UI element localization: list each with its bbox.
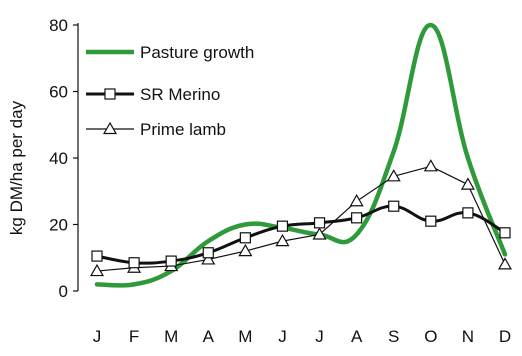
series-layer (89, 22, 513, 288)
data-point (276, 220, 289, 232)
legend-item: Prime lamb (86, 120, 226, 139)
data-point (239, 232, 251, 244)
x-tick-label: M (164, 327, 178, 346)
data-point (275, 233, 290, 247)
data-point (349, 194, 364, 207)
y-tick-label: 40 (49, 149, 68, 168)
data-point (462, 207, 474, 219)
series-0 (94, 22, 508, 288)
x-tick-label: M (238, 327, 252, 346)
data-point (312, 227, 327, 240)
x-tick-label: J (93, 327, 102, 346)
data-point (128, 257, 140, 269)
data-point (425, 215, 437, 227)
legend-label: SR Merino (140, 85, 220, 104)
data-point (202, 247, 214, 259)
x-tick-label: J (278, 327, 287, 346)
data-point (499, 227, 511, 239)
x-tick-label: D (499, 327, 511, 346)
legend-marker (102, 121, 118, 135)
y-tick-label: 80 (49, 16, 68, 35)
data-point (497, 257, 513, 270)
series-1 (91, 200, 511, 269)
data-point (423, 159, 438, 172)
x-tick-label: J (315, 327, 324, 346)
data-point (165, 255, 177, 267)
data-point (89, 263, 105, 277)
data-point (351, 212, 363, 224)
legend-item: Pasture growth (86, 43, 254, 62)
legend-label: Pasture growth (140, 43, 254, 62)
y-tick-label: 20 (49, 216, 68, 235)
series-line (94, 22, 508, 288)
legend-label: Prime lamb (140, 120, 226, 139)
data-point (388, 200, 400, 212)
data-point (460, 177, 475, 190)
x-tick-label: A (203, 327, 215, 346)
legend-item: SR Merino (86, 85, 220, 104)
data-point (201, 252, 216, 265)
data-point (313, 217, 326, 229)
x-tick-label: S (388, 327, 399, 346)
legend: Pasture growth SR Merino Prime lamb (86, 43, 254, 139)
legend-marker (104, 88, 116, 100)
data-point (238, 243, 253, 257)
x-tick-label: F (129, 327, 139, 346)
y-tick-label: 0 (59, 282, 68, 301)
x-tick-label: O (424, 327, 437, 346)
series-line (95, 204, 507, 265)
data-point (91, 250, 103, 262)
data-point (386, 169, 401, 182)
y-tick-label: 60 (49, 83, 68, 102)
series-line (96, 165, 506, 272)
y-axis: 0 20 40 60 80 (49, 16, 79, 301)
y-axis-title: kg DM/ha per day (7, 100, 26, 235)
x-tick-label: N (462, 327, 474, 346)
x-tick-label: A (351, 327, 363, 346)
